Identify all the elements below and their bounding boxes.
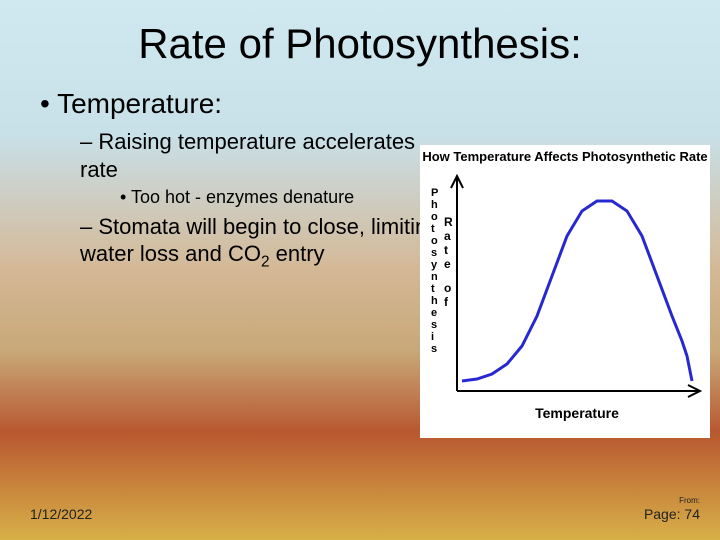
- svg-text:o: o: [431, 235, 438, 247]
- svg-text:o: o: [444, 281, 451, 295]
- svg-text:R: R: [444, 215, 453, 229]
- stomata-sub: 2: [261, 253, 270, 270]
- slide-title: Rate of Photosynthesis:: [0, 0, 720, 78]
- svg-text:e: e: [431, 307, 437, 319]
- svg-text:e: e: [444, 257, 451, 271]
- bullet-raising: – Raising temperature accelerates rate: [80, 128, 440, 183]
- svg-text:a: a: [444, 229, 451, 243]
- svg-text:i: i: [431, 331, 434, 343]
- svg-text:t: t: [444, 243, 448, 257]
- svg-text:h: h: [431, 295, 438, 307]
- page-num: 74: [684, 506, 700, 522]
- footer-page: Page: 74: [644, 506, 700, 522]
- footer-date: 1/12/2022: [30, 506, 92, 522]
- svg-text:s: s: [431, 343, 437, 355]
- chart-svg: Temperature Photosynthesis Rateof: [422, 166, 708, 436]
- svg-text:P: P: [431, 187, 438, 199]
- stomata-post: entry: [270, 241, 325, 266]
- footer-credit: From:: [679, 496, 700, 505]
- bullet-temperature: • Temperature:: [40, 88, 690, 120]
- svg-text:h: h: [431, 199, 438, 211]
- footer: 1/12/2022 From: Page: 74: [30, 492, 700, 522]
- svg-text:t: t: [431, 223, 435, 235]
- svg-text:n: n: [431, 271, 438, 283]
- footer-right: From: Page: 74: [644, 492, 700, 522]
- bullet-toohot: • Too hot - enzymes denature: [120, 187, 420, 209]
- svg-text:o: o: [431, 211, 438, 223]
- stomata-pre: – Stomata will begin to close, limiting …: [80, 214, 440, 267]
- page-label: Page:: [644, 506, 684, 522]
- chart-title: How Temperature Affects Photosynthetic R…: [422, 149, 708, 164]
- bullet-stomata: – Stomata will begin to close, limiting …: [80, 213, 440, 272]
- x-label: Temperature: [535, 405, 619, 421]
- svg-text:s: s: [431, 247, 437, 259]
- svg-text:t: t: [431, 283, 435, 295]
- svg-text:y: y: [431, 259, 438, 271]
- chart-container: How Temperature Affects Photosynthetic R…: [420, 145, 710, 438]
- svg-text:s: s: [431, 319, 437, 331]
